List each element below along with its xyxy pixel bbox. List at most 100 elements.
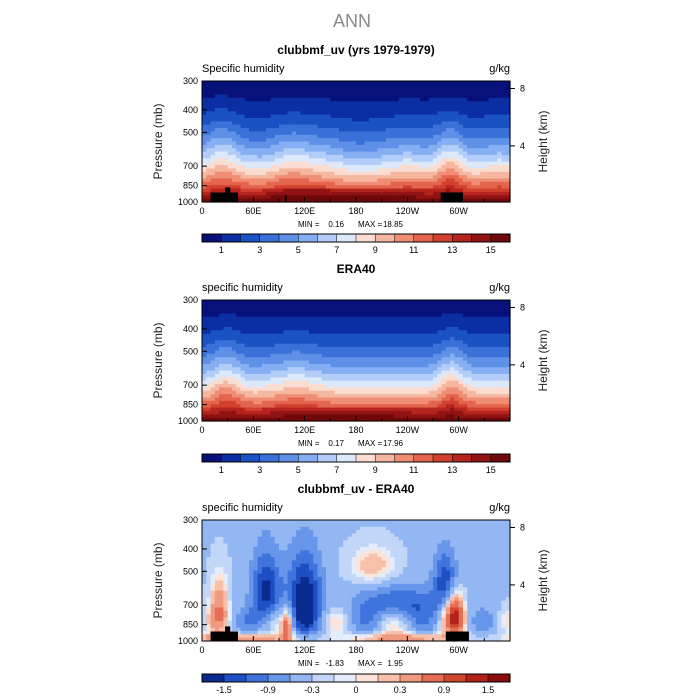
heatmap-cell: [291, 390, 297, 395]
heatmap-cell: [394, 84, 400, 89]
heatmap-cell: [338, 347, 344, 352]
heatmap-cell: [450, 188, 455, 193]
heatmap-cell: [266, 168, 272, 173]
heatmap-cell: [343, 101, 349, 106]
heatmap-cell: [398, 400, 404, 405]
heatmap-cell: [240, 151, 246, 156]
heatmap-cell: [475, 357, 481, 362]
heatmap-cell: [321, 326, 327, 331]
heatmap-cell: [253, 407, 259, 412]
heatmap-cell: [420, 188, 426, 193]
heatmap-cell: [411, 353, 417, 358]
heatmap-cell: [450, 380, 455, 385]
heatmap-cell: [274, 414, 280, 419]
heatmap-cell: [253, 380, 259, 385]
heatmap-cell: [368, 181, 374, 186]
heatmap-cell: [279, 343, 284, 348]
heatmap-cell: [291, 320, 297, 325]
heatmap-cell: [360, 181, 366, 186]
heatmap-cell: [437, 144, 443, 149]
heatmap-cell: [377, 81, 383, 85]
heatmap-cell: [437, 87, 443, 92]
heatmap-cell: [390, 181, 396, 186]
heatmap-cell: [356, 101, 361, 106]
heatmap-cell: [450, 326, 455, 331]
heatmap-cell: [227, 414, 233, 419]
heatmap-cell: [300, 377, 306, 382]
heatmap-cell: [356, 300, 361, 304]
heatmap-cell: [291, 128, 297, 133]
heatmap-cell: [377, 175, 383, 180]
heatmap-cell: [308, 380, 314, 385]
heatmap-cell: [381, 161, 387, 166]
heatmap-cell: [240, 326, 246, 331]
heatmap-cell: [462, 300, 468, 304]
heatmap-cell: [411, 410, 417, 415]
heatmap-cell: [317, 134, 323, 139]
heatmap-cell: [214, 367, 220, 372]
heatmap-cell: [497, 171, 503, 176]
heatmap-cell: [347, 407, 353, 412]
heatmap-cell: [360, 161, 366, 166]
heatmap-cell: [394, 128, 400, 133]
heatmap-cell: [249, 171, 254, 176]
heatmap-cell: [219, 357, 224, 362]
heatmap-cell: [300, 117, 306, 122]
heatmap-cell: [313, 195, 319, 200]
heatmap-cell: [308, 394, 314, 399]
heatmap-cell: [300, 154, 306, 159]
heatmap-cell: [368, 350, 374, 355]
heatmap-cell: [210, 131, 216, 136]
heatmap-cell: [266, 138, 272, 143]
heatmap-cell: [373, 181, 378, 186]
heatmap-cell: [398, 303, 404, 308]
heatmap-cell: [244, 407, 250, 412]
heatmap-cell: [368, 326, 374, 331]
x-tick-label: 60E: [245, 206, 261, 216]
heatmap-cell: [407, 114, 413, 119]
heatmap-cell: [279, 124, 284, 129]
heatmap-cell: [360, 410, 366, 415]
heatmap-cell: [326, 185, 331, 190]
heatmap-cell: [240, 404, 246, 409]
heatmap-cell: [338, 181, 344, 186]
heatmap-cell: [334, 195, 340, 200]
heatmap-cell: [351, 414, 357, 419]
heatmap-cell: [244, 417, 250, 422]
heatmap-cell: [249, 390, 254, 395]
heatmap-cell: [304, 191, 310, 196]
heatmap-cell: [398, 91, 404, 96]
heatmap-cell: [488, 181, 494, 186]
heatmap-cell: [253, 310, 259, 315]
heatmap-cell: [356, 390, 361, 395]
heatmap-cell: [433, 117, 438, 122]
heatmap-cell: [433, 185, 438, 190]
heatmap-cell: [326, 111, 331, 116]
heatmap-cell: [458, 141, 464, 146]
heatmap-cell: [231, 394, 237, 399]
heatmap-cell: [214, 336, 220, 341]
heatmap-cell: [279, 417, 284, 422]
heatmap-cell: [206, 178, 212, 183]
heatmap-cell: [317, 343, 323, 348]
heatmap-cell: [326, 404, 331, 409]
heatmap-cell: [236, 320, 242, 325]
heatmap-cell: [296, 313, 301, 318]
heatmap-cell: [475, 117, 481, 122]
heatmap-cell: [343, 181, 349, 186]
heatmap-cell: [394, 397, 400, 402]
heatmap-cell: [308, 148, 314, 153]
heatmap-cell: [390, 117, 396, 122]
heatmap-cell: [274, 121, 280, 126]
heatmap-cell: [484, 158, 490, 163]
heatmap-cell: [343, 178, 349, 183]
heatmap-cell: [321, 330, 327, 335]
heatmap-cell: [398, 330, 404, 335]
heatmap-cell: [308, 384, 314, 388]
heatmap-cell: [368, 410, 374, 415]
right-axis-label: Height (km): [536, 110, 550, 172]
heatmap-cell: [210, 310, 216, 315]
heatmap-cell: [244, 178, 250, 183]
heatmap-cell: [364, 306, 370, 311]
heatmap-cell: [492, 107, 498, 112]
